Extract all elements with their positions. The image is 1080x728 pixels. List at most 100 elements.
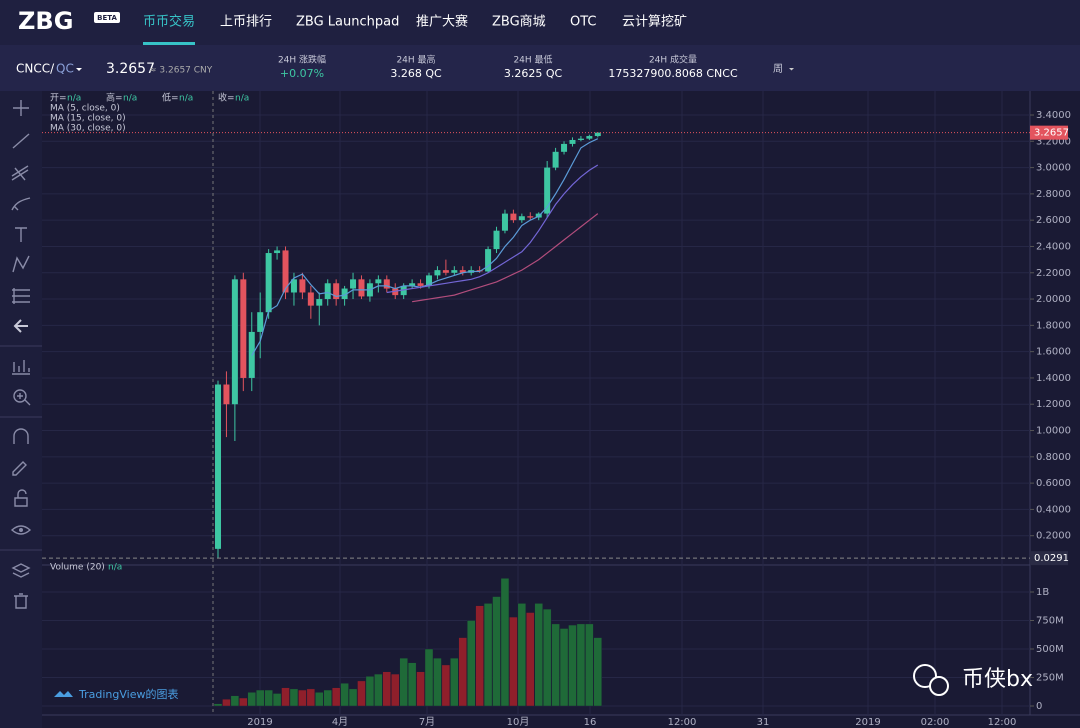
stat-value: +0.07% bbox=[280, 67, 324, 80]
indicator-tool[interactable] bbox=[12, 360, 30, 375]
nav-item[interactable]: 币币交易 bbox=[143, 14, 195, 30]
volume-bar bbox=[230, 695, 240, 707]
candle-body bbox=[426, 275, 432, 286]
volume-bar bbox=[399, 657, 408, 707]
text-tool[interactable] bbox=[15, 227, 27, 242]
nav-item[interactable]: 上币排行 bbox=[220, 15, 272, 30]
candle-body bbox=[324, 283, 331, 300]
candle-body bbox=[282, 250, 289, 293]
magnet-tool[interactable] bbox=[13, 428, 29, 444]
ma-line bbox=[386, 164, 599, 294]
volume-bar bbox=[585, 623, 594, 707]
volume-bar bbox=[517, 603, 527, 707]
layers-tool[interactable] bbox=[11, 563, 31, 578]
candle-body bbox=[290, 279, 297, 293]
volume-bar bbox=[281, 687, 290, 707]
period[interactable]: 周 bbox=[773, 63, 783, 75]
candle-body bbox=[485, 249, 492, 272]
badge: BETA bbox=[97, 14, 117, 22]
x-tick-label: 02:00 bbox=[921, 717, 950, 728]
volume-bar bbox=[247, 692, 256, 707]
quote[interactable]: QC bbox=[56, 62, 74, 76]
lock-tool[interactable] bbox=[14, 489, 28, 507]
volume-bar bbox=[407, 662, 417, 707]
volume-bar bbox=[458, 637, 467, 707]
fib-tool[interactable] bbox=[11, 165, 29, 181]
ma-legend: MA (15, close, 0) bbox=[50, 114, 126, 124]
pair[interactable]: CNCC/ bbox=[16, 62, 55, 76]
crosshair-tool[interactable] bbox=[13, 100, 29, 116]
tradingview-logo bbox=[54, 691, 73, 697]
visibility-tool[interactable] bbox=[10, 525, 32, 535]
nav-active-underline bbox=[143, 42, 195, 45]
candle-body bbox=[358, 279, 365, 297]
delete-tool[interactable] bbox=[14, 593, 28, 609]
brush-tool[interactable] bbox=[11, 197, 31, 211]
volume-bar bbox=[391, 673, 400, 707]
dropdown-caret bbox=[76, 68, 82, 71]
y-tick-label: 1.2000 bbox=[1036, 399, 1071, 410]
nav-item[interactable]: 云计算挖矿 bbox=[622, 15, 687, 30]
lock-draw-tool[interactable] bbox=[12, 461, 27, 476]
stat-value: 3.2625 QC bbox=[504, 67, 563, 80]
line-tool[interactable] bbox=[12, 133, 30, 149]
stat-value: 175327900.8068 CNCC bbox=[608, 67, 738, 80]
candle-body bbox=[240, 279, 247, 378]
nav-item[interactable]: ZBG Launchpad bbox=[296, 15, 399, 30]
candle-body bbox=[350, 279, 357, 289]
logo[interactable]: ZBG bbox=[18, 7, 73, 35]
y-tick-label: 3.4000 bbox=[1036, 110, 1071, 121]
candle-body bbox=[561, 143, 568, 152]
visibility-tool bbox=[19, 528, 23, 532]
back-tool[interactable] bbox=[13, 319, 28, 333]
volume-bar bbox=[348, 688, 358, 707]
candle-body bbox=[544, 167, 551, 214]
measure-tool[interactable] bbox=[12, 288, 30, 304]
pattern-tool[interactable] bbox=[12, 255, 30, 273]
volume-bar bbox=[365, 676, 375, 707]
volume-bar bbox=[526, 612, 535, 707]
volume-bar bbox=[576, 623, 586, 707]
y-tick-label: 2.4000 bbox=[1036, 241, 1071, 252]
volume-bar bbox=[534, 603, 543, 707]
nav-item[interactable]: 推广大赛 bbox=[416, 14, 468, 30]
candle-body bbox=[409, 283, 416, 286]
ma-legend: MA (30, close, 0) bbox=[50, 124, 126, 134]
candle-body bbox=[223, 384, 230, 405]
volume-bar bbox=[256, 689, 265, 707]
candle-body bbox=[586, 136, 593, 139]
nav-item[interactable]: ZBG商城 bbox=[492, 15, 546, 30]
zoom-tool[interactable] bbox=[13, 389, 27, 403]
nav-item[interactable]: OTC bbox=[570, 15, 597, 30]
volume-bar bbox=[264, 689, 273, 707]
ohlc-value: n/a bbox=[123, 94, 137, 104]
zoom-tool[interactable] bbox=[17, 393, 31, 406]
volume-legend-value: n/a bbox=[108, 563, 122, 573]
chart: 0.2000 0.4000 0.6000 0.8000 1.0000 1.2000 1.40… bbox=[42, 91, 1071, 728]
candle-body bbox=[510, 213, 517, 221]
volume-bar bbox=[500, 578, 510, 707]
volume-bar bbox=[340, 683, 349, 707]
tradingview-watermark[interactable]: TradingView的图表 bbox=[78, 687, 178, 701]
stat-label: 24H 最低 bbox=[513, 54, 552, 66]
price: 3.2657 bbox=[106, 61, 155, 77]
candle-body bbox=[459, 270, 466, 273]
y-tick-label: 1.6000 bbox=[1036, 347, 1071, 358]
volume-bar bbox=[433, 657, 442, 707]
volume-bar bbox=[239, 697, 248, 707]
y-tick-label: 1.8000 bbox=[1036, 320, 1071, 331]
stat-label: 24H 最高 bbox=[396, 54, 435, 66]
y-tick-label: 2.0000 bbox=[1036, 294, 1071, 305]
volume-tick-label: 500M bbox=[1036, 644, 1064, 655]
ohlc-value: n/a bbox=[179, 94, 193, 104]
volume-bar bbox=[441, 664, 451, 707]
candle-body bbox=[417, 283, 424, 286]
candle-body bbox=[231, 279, 238, 405]
stat-label: 24H 涨跌幅 bbox=[278, 54, 326, 66]
volume-tick-label: 1B bbox=[1036, 587, 1049, 598]
ma-legend: MA (5, close, 0) bbox=[50, 104, 120, 114]
volume-bar bbox=[450, 657, 459, 707]
ma-line bbox=[412, 213, 599, 303]
candle-body bbox=[501, 213, 508, 231]
